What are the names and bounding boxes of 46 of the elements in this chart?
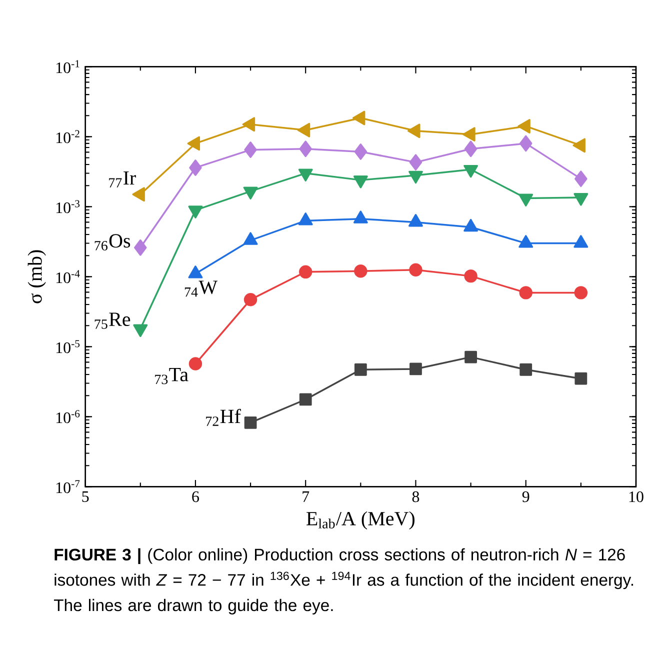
point [188, 357, 202, 370]
x-tick-label: 9 [522, 491, 530, 502]
point [244, 416, 257, 429]
point [299, 140, 312, 158]
series-label: $_{74}$W [184, 280, 218, 297]
series-label: $_{76}$Os [94, 234, 130, 250]
x-tick-label: 10 [629, 491, 644, 502]
point [134, 239, 147, 256]
point [574, 286, 588, 300]
point [574, 170, 588, 188]
point [464, 269, 478, 283]
series-label: $_{73}$Ta [155, 368, 188, 384]
text: FIGURE 3 | (Color online) Production cross sections of neutron-rich N = 126 isotones with Z = 72 − 77 in $^{136}$Xe + $^{194}$Ir as a function of the incident energy. The lines are drawn to guide the eye. [54, 548, 634, 614]
point [409, 154, 422, 171]
point [409, 263, 422, 276]
point [464, 350, 477, 364]
point [520, 363, 532, 376]
x-tick-label: 6 [192, 491, 199, 502]
point [410, 362, 422, 376]
point [519, 286, 532, 300]
x-tick-label: 7 [302, 491, 310, 502]
y-tick-label: 10$^{-5}$ [56, 340, 80, 354]
point [519, 135, 532, 152]
point [189, 160, 202, 176]
point [464, 140, 478, 158]
y-tick-label: 10$^{-3}$ [56, 200, 80, 214]
point [574, 372, 588, 385]
point [354, 264, 368, 278]
x-tick-label: 5 [82, 491, 89, 502]
point [354, 363, 367, 376]
y-tick-label: 10$^{-1}$ [56, 60, 80, 74]
point [354, 143, 368, 160]
series-label: $_{72}$Hf [206, 408, 241, 426]
point [299, 393, 312, 406]
y-tick-label: 10$^{-2}$ [56, 130, 80, 144]
x-axis-title: E$_{lab}$/A (MeV) [306, 511, 414, 530]
x-tick-label: 8 [412, 491, 420, 502]
point [244, 293, 258, 306]
series-label: $_{75}$Re [94, 312, 130, 329]
point [298, 265, 312, 278]
series-label: $_{77}$Ir [109, 171, 136, 188]
y-tick-label: 10$^{-6}$ [56, 410, 80, 424]
y-axis-title: σ (mb) [28, 250, 46, 304]
point [244, 142, 257, 158]
y-tick-label: 10$^{-7}$ [56, 480, 80, 494]
y-tick-label: 10$^{-4}$ [56, 270, 80, 284]
